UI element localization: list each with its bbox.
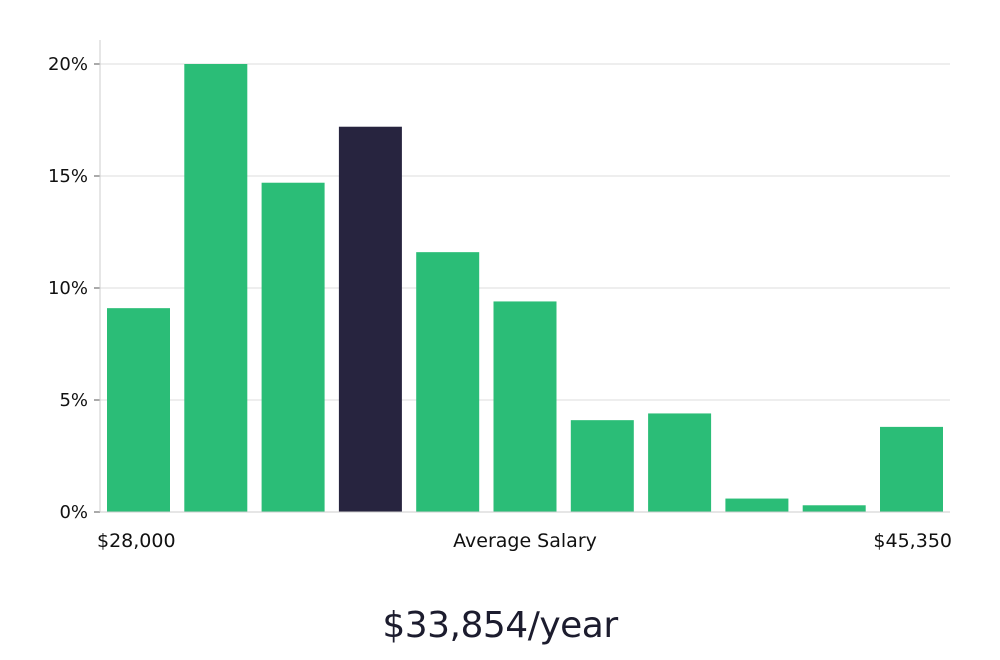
- bar: [880, 426, 943, 512]
- x-max-label: $45,350: [873, 530, 952, 552]
- y-tick-label: 10%: [48, 278, 88, 299]
- bar: [648, 413, 712, 512]
- y-tick-label: 0%: [59, 502, 88, 523]
- bar: [416, 252, 480, 512]
- bars: [107, 64, 943, 512]
- bar: [493, 301, 557, 512]
- y-tick-label: 15%: [48, 166, 88, 187]
- x-axis-title: Average Salary: [453, 530, 597, 552]
- bar: [184, 64, 248, 512]
- bar: [802, 505, 866, 512]
- bar-highlighted: [338, 126, 402, 512]
- salary-histogram: 0% 5% 10% 15% 20% $28,000 Average Salary $45…: [48, 40, 952, 552]
- bar: [261, 182, 325, 512]
- x-min-label: $28,000: [97, 530, 176, 552]
- y-axis-ticks: 0% 5% 10% 15% 20%: [48, 54, 100, 523]
- y-tick-label: 20%: [48, 54, 88, 75]
- y-tick-label: 5%: [59, 390, 88, 411]
- bar: [725, 498, 789, 512]
- bar: [570, 420, 634, 512]
- bar: [107, 308, 170, 512]
- average-salary-value: $33,854/year: [382, 605, 618, 646]
